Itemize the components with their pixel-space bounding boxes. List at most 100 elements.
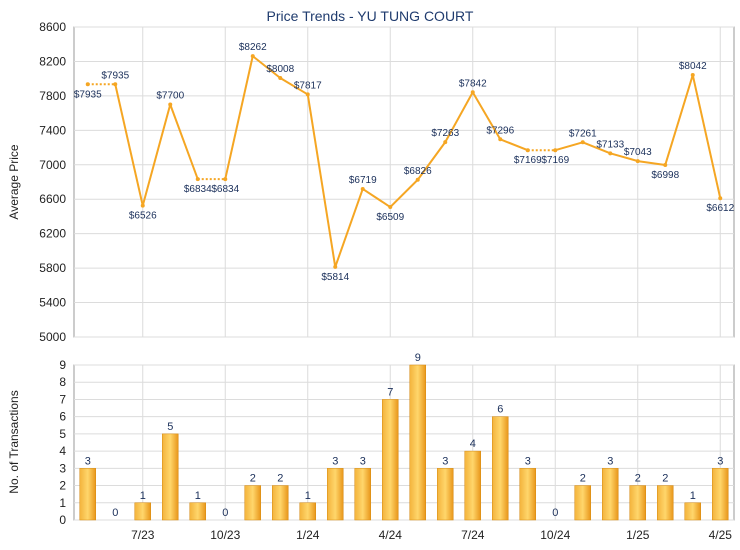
transactions-bar xyxy=(354,468,371,521)
transactions-bar xyxy=(602,468,619,521)
transactions-data-label: 1 xyxy=(140,490,146,502)
x-tick-label: 7/24 xyxy=(461,528,485,542)
transactions-bar xyxy=(79,468,96,521)
price-line-segment xyxy=(279,77,309,96)
transactions-data-label: 3 xyxy=(360,455,366,467)
price-data-label: $7935 xyxy=(101,70,129,81)
price-point xyxy=(333,264,338,269)
transactions-bar xyxy=(299,502,316,521)
price-point xyxy=(663,162,668,167)
price-y-tick-label: 5000 xyxy=(39,330,66,344)
transactions-data-label: 0 xyxy=(112,507,118,519)
price-gridlines xyxy=(74,26,734,338)
price-plot-frame xyxy=(73,26,735,338)
price-data-label: $5814 xyxy=(321,272,349,283)
price-data-label: $7263 xyxy=(431,128,459,139)
price-point xyxy=(250,54,255,59)
transactions-data-label: 3 xyxy=(332,455,338,467)
price-line-segment xyxy=(114,84,144,206)
transactions-bar xyxy=(684,502,701,521)
price-data-label: $6526 xyxy=(129,211,157,222)
x-tick-label: 4/25 xyxy=(709,528,733,542)
x-tick-label: 1/25 xyxy=(626,528,650,542)
price-line-segment xyxy=(444,91,474,143)
transactions-bar xyxy=(134,502,151,521)
transactions-bar xyxy=(712,468,729,521)
x-tick-label: 10/23 xyxy=(210,528,240,542)
transactions-y-axis-label: No. of Transactions xyxy=(7,390,21,493)
transactions-data-label: 2 xyxy=(250,473,256,485)
price-data-label: $8008 xyxy=(266,64,294,75)
price-point xyxy=(718,196,723,201)
transactions-bar xyxy=(162,433,179,521)
price-point xyxy=(470,90,475,95)
x-tick-label: 10/24 xyxy=(540,528,570,542)
price-point xyxy=(113,82,118,87)
price-point xyxy=(278,75,283,80)
transactions-bar xyxy=(409,364,426,521)
price-line-segment xyxy=(141,104,172,206)
price-data-label: $7169 xyxy=(541,155,569,166)
price-data-label: $7261 xyxy=(569,128,597,139)
transactions-data-label: 2 xyxy=(580,473,586,485)
transactions-bar xyxy=(189,502,206,521)
price-data-label: $7169 xyxy=(514,155,542,166)
price-data-label: $8042 xyxy=(679,61,707,72)
chart-title: Price Trends - YU TUNG COURT xyxy=(267,8,474,24)
transactions-bars: 3 0 1 5 1 0 2 2 1 3 3 7 9 3 4 6 3 0 2 3 2 2 1 3 xyxy=(79,352,729,521)
price-point xyxy=(553,148,558,153)
price-point xyxy=(580,140,585,145)
price-y-tick-label: 7000 xyxy=(39,158,66,172)
transactions-y-tick-label: 0 xyxy=(59,513,66,527)
price-line-segment xyxy=(554,141,584,152)
price-point xyxy=(223,177,228,182)
price-y-tick-label: 7800 xyxy=(39,89,66,103)
price-data-label: $8262 xyxy=(239,42,267,53)
price-point xyxy=(388,205,393,210)
transactions-bar xyxy=(657,485,674,521)
transactions-data-label: 0 xyxy=(552,507,558,519)
price-y-tick-label: 6600 xyxy=(39,192,66,206)
transactions-data-label: 5 xyxy=(167,421,173,433)
transactions-data-label: 3 xyxy=(525,455,531,467)
price-data-label: $6719 xyxy=(349,175,377,186)
price-point xyxy=(140,203,145,208)
price-data-label: $6834 xyxy=(184,184,212,195)
transactions-data-label: 9 xyxy=(415,352,421,364)
transactions-data-label: 1 xyxy=(195,490,201,502)
price-data-label: $6834 xyxy=(211,184,239,195)
price-point xyxy=(525,148,530,153)
price-line-segment xyxy=(582,141,611,155)
transactions-data-label: 3 xyxy=(717,455,723,467)
transactions-data-label: 1 xyxy=(305,490,311,502)
transactions-gridlines xyxy=(74,364,734,521)
transactions-bar xyxy=(574,485,591,521)
transactions-data-label: 3 xyxy=(442,455,448,467)
transactions-y-tick-label: 4 xyxy=(59,444,66,458)
transactions-data-label: 4 xyxy=(470,438,476,450)
price-point xyxy=(85,82,90,87)
price-data-label: $7043 xyxy=(624,147,652,158)
transactions-bar xyxy=(382,399,399,521)
transactions-y-axis: 0 1 2 3 4 5 6 7 8 9 xyxy=(59,358,66,527)
price-y-tick-label: 5400 xyxy=(39,296,66,310)
transactions-plot-frame xyxy=(73,364,735,521)
price-line-segment xyxy=(306,94,337,268)
price-series: $7935 $7935 $6526 $7700 $6834 $6834 $8262 $8008… xyxy=(74,42,735,283)
price-line-segment xyxy=(691,74,722,199)
price-line-segment xyxy=(224,55,254,180)
price-y-tick-label: 5800 xyxy=(39,261,66,275)
transactions-data-label: 6 xyxy=(497,404,503,416)
price-line-segment xyxy=(169,104,199,180)
transactions-y-tick-label: 5 xyxy=(59,427,66,441)
price-y-tick-label: 6200 xyxy=(39,227,66,241)
transactions-bar xyxy=(327,468,344,521)
price-y-axis-label: Average Price xyxy=(7,144,21,219)
transactions-y-tick-label: 9 xyxy=(59,358,66,372)
price-point xyxy=(690,73,695,78)
price-line-segment xyxy=(362,188,391,208)
x-tick-label: 1/24 xyxy=(296,528,320,542)
price-line-segment xyxy=(499,138,529,152)
price-point xyxy=(635,159,640,164)
